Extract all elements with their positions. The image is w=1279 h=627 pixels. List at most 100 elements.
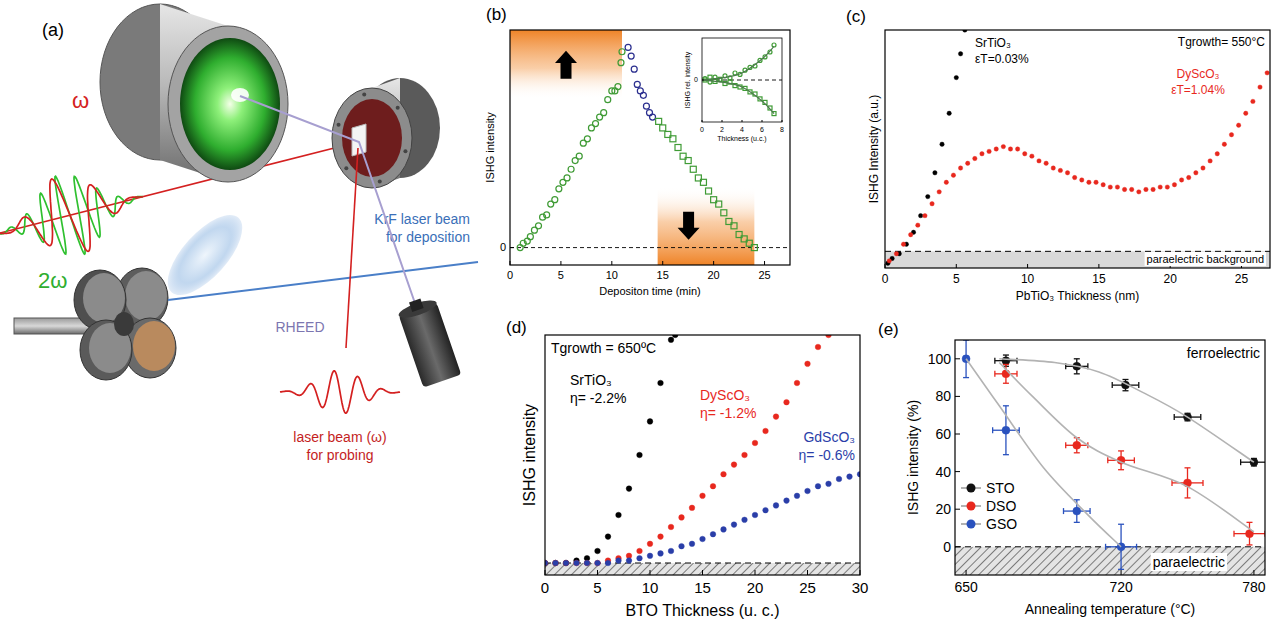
annotation: SrTiO₃ [975,36,1011,50]
x-tick [755,570,756,575]
point [773,503,779,509]
point [1144,187,1148,191]
y-tick-label: 100 [928,351,952,367]
point [966,161,970,165]
x-error-bar [1234,531,1265,537]
annotation: DyScO₃ [700,387,750,403]
point [616,512,622,518]
y-axis-title: ISHG rel. intensity [684,51,692,108]
background-line [545,563,860,564]
x-tick-label: 25 [1235,272,1249,286]
screw [337,123,341,127]
x-tick-label: 20 [747,579,764,596]
x-tick [764,261,765,265]
point [716,201,722,207]
point [1044,161,1048,165]
error-cap [1185,497,1191,498]
panel-label: (b) [486,5,507,24]
point [553,560,559,566]
legend: STODSOGSO [961,480,1017,532]
point [794,380,800,386]
y-axis-title: ISHG intensity [484,112,496,183]
point [595,560,601,566]
point [675,145,681,151]
point [937,190,941,194]
chart-d: 051015202530BTO Thickness (u. c.)ISHG in… [506,318,868,619]
screen-rim [168,26,288,182]
point [668,337,674,343]
point [556,186,562,192]
screen-glow [180,38,280,170]
point [944,180,948,184]
point [1058,168,1062,172]
point [660,125,666,131]
x-error-bar [995,371,1017,377]
error-cap [1074,358,1080,359]
x-axis-title: Thickness (u.c.) [717,135,766,143]
point [1072,175,1076,179]
background-band [955,547,1265,575]
plot-area [955,340,1265,575]
annotation: εT=1.04% [1171,83,1225,97]
point [1229,133,1233,137]
point [700,493,706,499]
x-tick-label: 0 [507,269,513,281]
point [1244,111,1248,115]
point [574,560,580,566]
point [1251,99,1255,103]
point [721,210,727,216]
point [933,171,937,175]
x-tick-label: 0 [541,579,549,596]
x-tick-label: 10 [606,269,618,281]
x-error-cap [1065,442,1066,448]
fit-line [702,46,774,80]
annotation: ferroelectric [1187,345,1260,361]
x-error-cap [1112,382,1113,388]
error-cap [1003,383,1009,384]
point [647,419,653,425]
x-tick-label: 25 [799,579,816,596]
error-cap [1003,364,1009,365]
x-tick-label: 4 [740,126,744,133]
x-tick [782,120,783,122]
point [668,548,674,554]
point [1122,187,1126,191]
point [763,507,769,513]
x-error-cap [1202,480,1203,486]
panel-label: (c) [846,7,866,26]
x-error-cap [1107,457,1108,463]
x-axis-title: Annealing temperature (°C) [1025,601,1196,617]
error-cap [1118,569,1124,570]
point [784,399,790,405]
probe-wave [280,371,400,413]
y-tick-label: 20 [935,501,951,517]
point [1151,187,1155,191]
point [563,560,569,566]
point [1002,426,1010,434]
x-error-cap [1063,508,1064,514]
point [626,558,632,564]
x-error-bar [1172,480,1203,486]
point [805,488,811,494]
point [926,194,930,198]
x-error-cap [1019,427,1020,433]
x-tick [662,261,663,265]
rheed-beam [240,96,417,309]
point [658,534,664,540]
point [1101,183,1105,187]
point [973,156,977,160]
rheed-gun [396,294,461,387]
plot-frame [885,30,1270,268]
y-tick [955,546,960,547]
target-face [133,321,175,371]
point [1258,85,1262,89]
point [1222,142,1226,146]
error-cap [1185,467,1191,468]
point [605,534,611,540]
x-tick [860,570,861,575]
x-tick-label: 30 [852,579,869,596]
annotation: SrTiO₃ [570,372,612,388]
grid-line [510,247,790,248]
legend-label: STO [986,480,1015,496]
x-tick-label: 2 [720,126,724,133]
